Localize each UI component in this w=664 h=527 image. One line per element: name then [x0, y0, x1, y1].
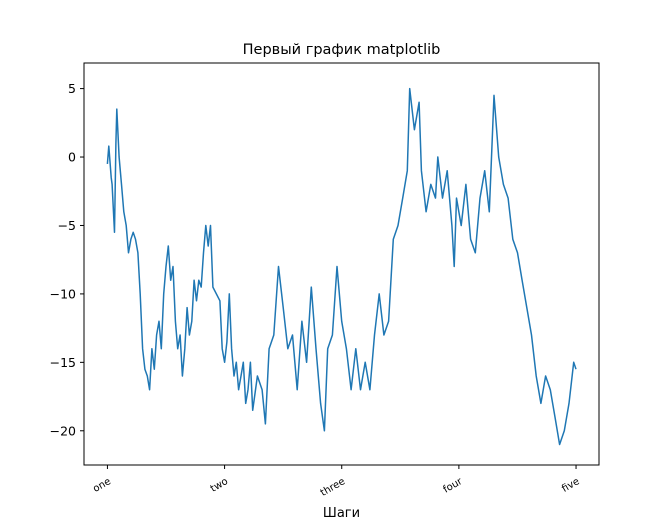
y-tick-label: 0: [68, 150, 76, 165]
axes-frame: [83, 62, 600, 466]
y-tick-label: 5: [68, 81, 76, 96]
y-axis: 5 0 −5 −10 −15 −20: [50, 81, 84, 438]
plot-area: [106, 87, 577, 446]
x-tick-label: three: [319, 476, 347, 499]
series-line: [106, 87, 577, 446]
x-tick-label: five: [560, 476, 581, 495]
y-tick-label: −5: [58, 218, 76, 233]
x-tick-label: one: [91, 476, 113, 495]
y-tick-label: −15: [50, 355, 76, 370]
x-axis-label: Шаги: [323, 506, 360, 521]
x-tick-label: four: [441, 476, 465, 496]
y-tick-label: −10: [50, 286, 76, 301]
x-axis: one two three four five: [91, 465, 582, 499]
chart-title: Первый график matplotlib: [243, 42, 441, 58]
y-tick-label: −20: [50, 423, 76, 438]
x-tick-label: two: [209, 476, 230, 495]
